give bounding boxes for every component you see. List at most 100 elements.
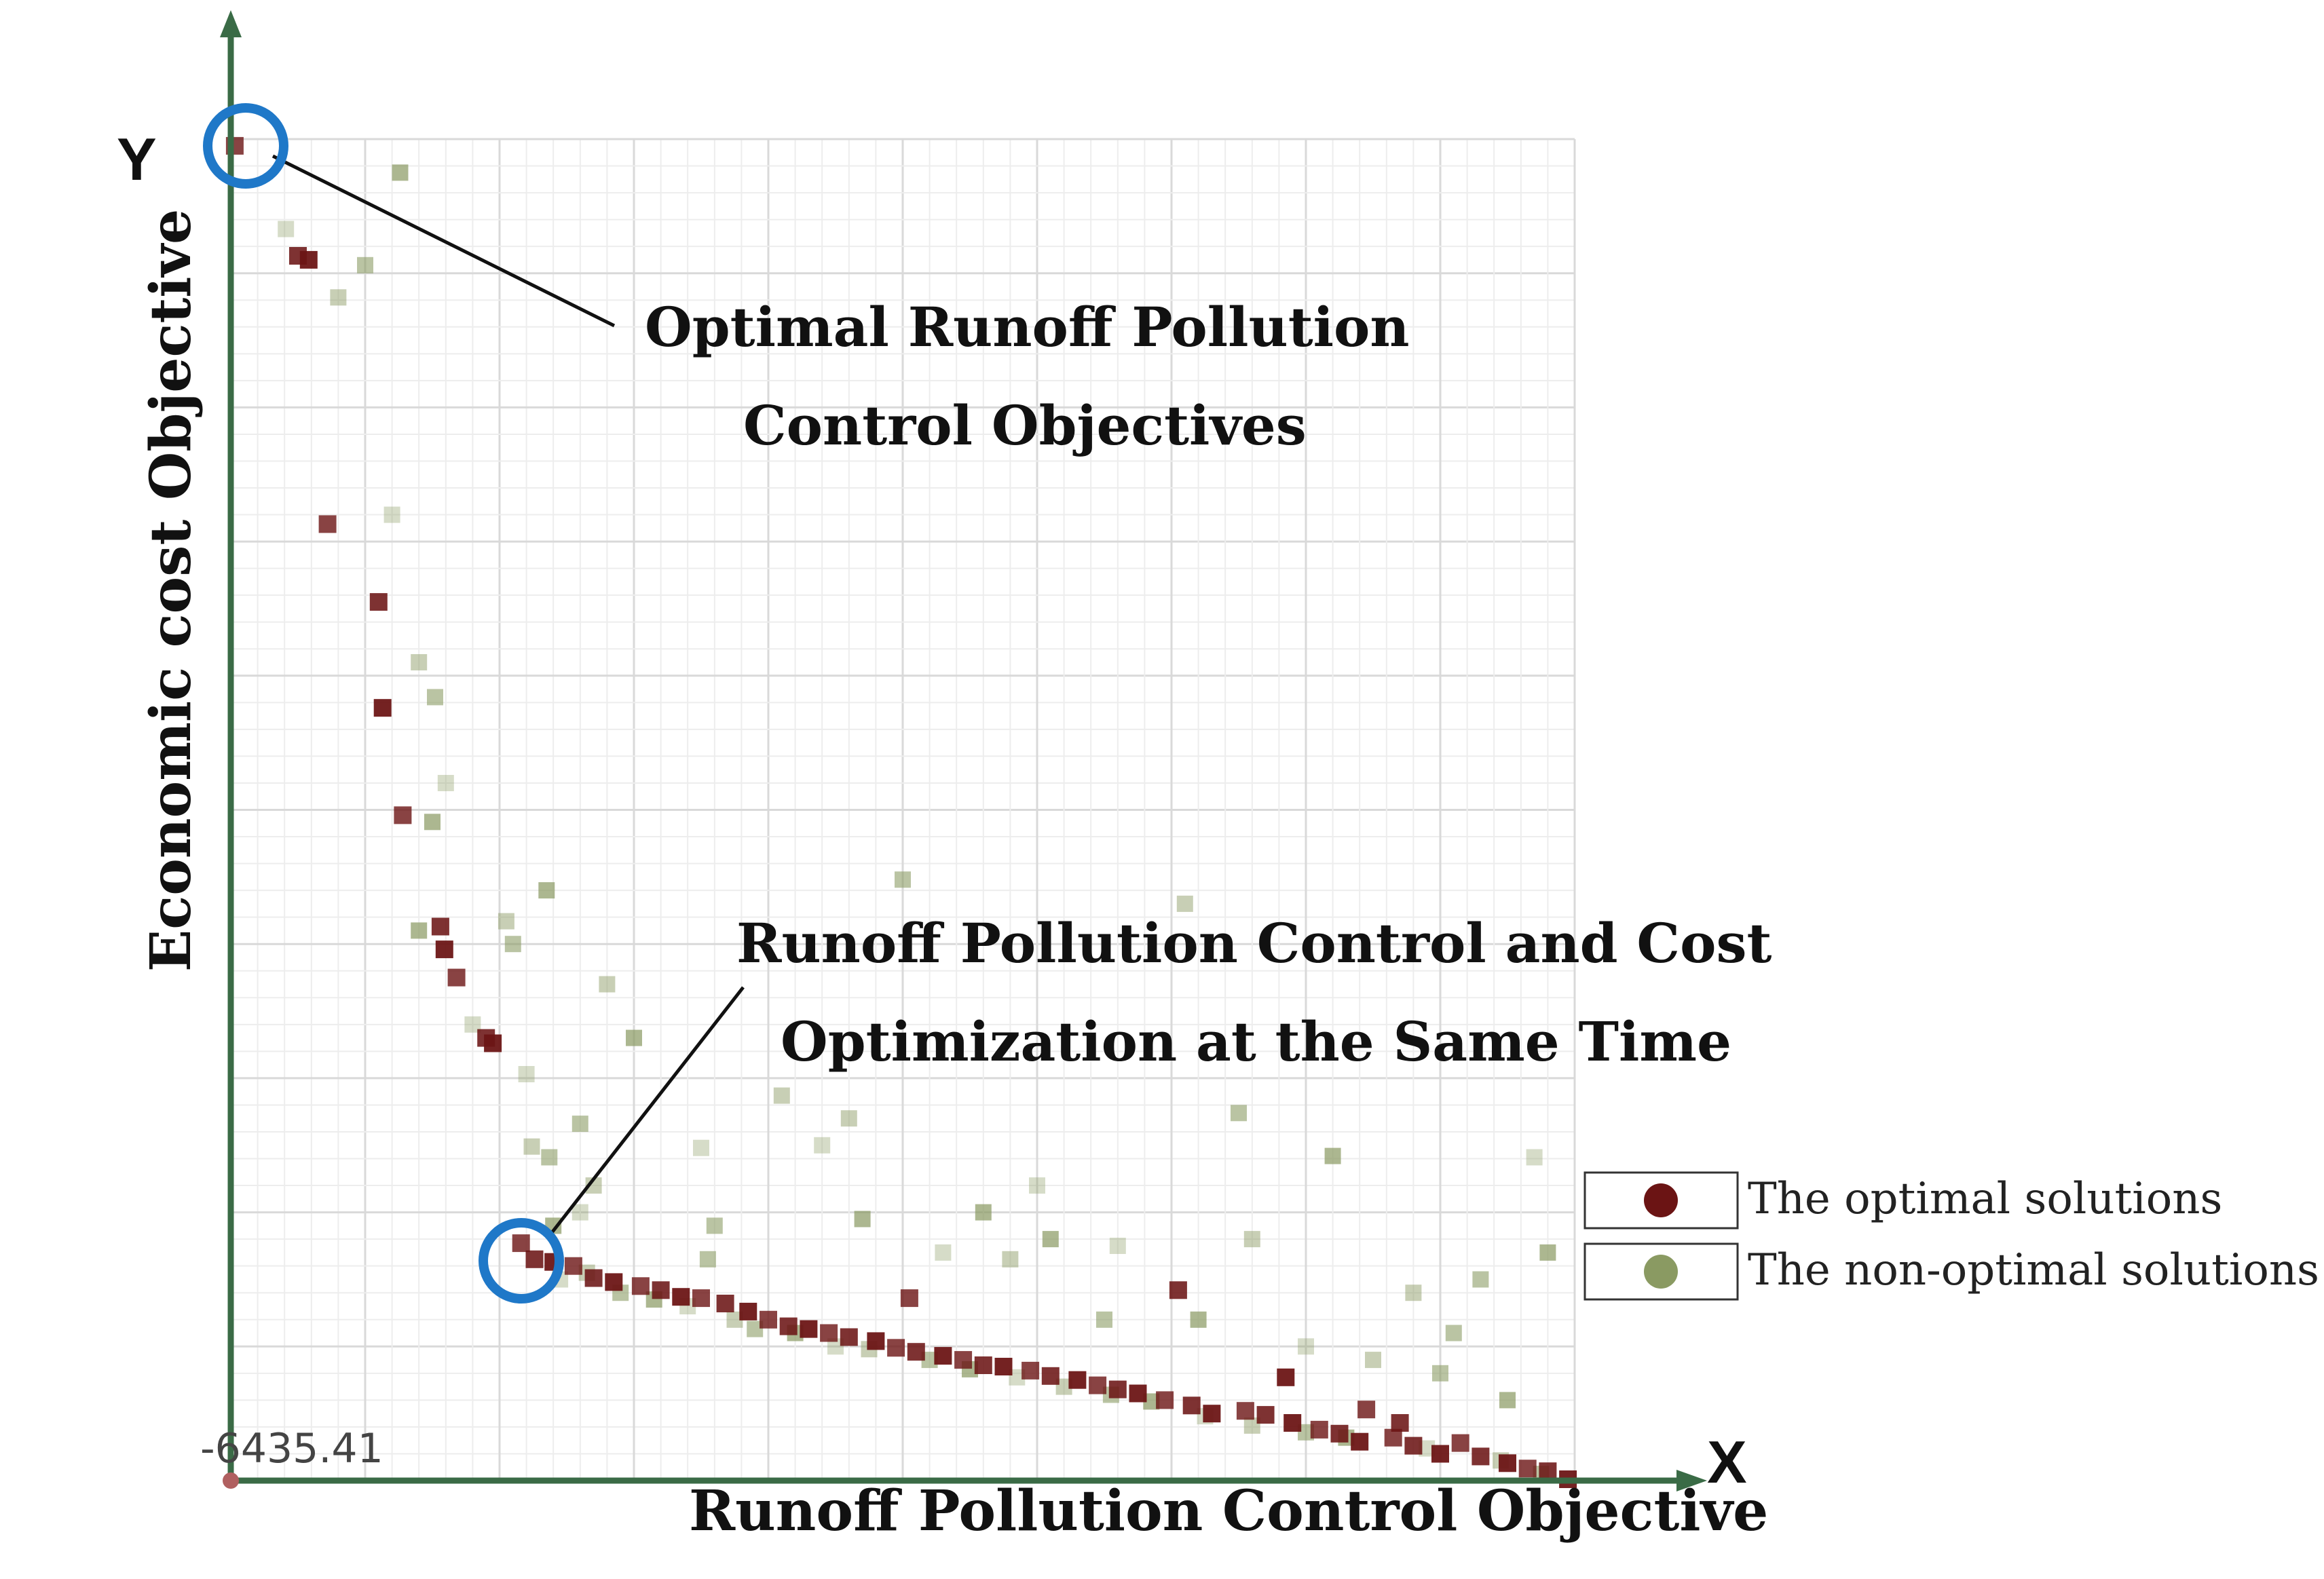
x-axis-title: Runoff Pollution Control Objective (689, 1479, 1768, 1544)
optimal-solution-point (779, 1317, 798, 1335)
non-optimal-solution-point (773, 1087, 790, 1104)
annotation-text: Optimal Runoff Pollution (645, 295, 1410, 359)
x-axis-letter: X (1707, 1428, 1747, 1496)
data-points (225, 136, 1577, 1488)
optimal-solution-point (1391, 1414, 1409, 1432)
non-optimal-solution-point (1405, 1285, 1422, 1301)
optimal-solution-point (867, 1332, 885, 1350)
optimal-solution-point (1129, 1384, 1147, 1403)
non-optimal-solution-point (1243, 1231, 1260, 1248)
optimal-solution-point (1431, 1445, 1449, 1463)
non-optimal-solution-point (437, 775, 454, 791)
non-optimal-solution-point (357, 256, 373, 273)
non-optimal-solution-point (1109, 1238, 1126, 1254)
non-optimal-solution-point (541, 1149, 558, 1166)
y-axis-letter: Y (117, 126, 157, 193)
legend-label: The non-optimal solutions (1748, 1245, 2319, 1295)
optimal-solution-point (1089, 1376, 1107, 1394)
optimal-solution-point (605, 1273, 623, 1291)
optimal-solution-point (1404, 1437, 1423, 1455)
non-optimal-solution-point (1002, 1251, 1019, 1268)
non-optimal-solution-point (840, 1110, 857, 1127)
optimal-solution-point (1156, 1391, 1174, 1409)
non-optimal-solution-point (538, 882, 555, 899)
optimal-solution-point (484, 1034, 502, 1052)
non-optimal-solution-point (699, 1251, 716, 1268)
non-optimal-solution-point (411, 922, 428, 939)
optimal-solution-point (1472, 1447, 1490, 1466)
annotation-leader-line (547, 986, 745, 1238)
optimal-solution-point (1351, 1432, 1369, 1451)
non-optimal-solution-point (383, 506, 400, 523)
legend-marker-icon (1644, 1183, 1678, 1217)
y-axis-title: Economic cost Objective (138, 209, 204, 972)
optimal-solution-point (1499, 1454, 1516, 1472)
non-optimal-solution-point (523, 1138, 540, 1155)
optimal-solution-point (631, 1277, 650, 1295)
non-optimal-solution-point (814, 1137, 831, 1154)
non-optimal-solution-point (1324, 1147, 1341, 1164)
optimal-solution-point (1451, 1434, 1469, 1452)
optimal-solution-point (907, 1343, 925, 1361)
non-optimal-solution-point (1526, 1149, 1543, 1166)
optimal-solution-point (974, 1356, 992, 1374)
optimal-solution-point (1256, 1406, 1275, 1424)
optimal-solution-point (1539, 1462, 1557, 1481)
optimal-solution-point (934, 1347, 952, 1365)
x-axis-arrowhead (1676, 1470, 1707, 1491)
non-optimal-solution-point (1365, 1352, 1381, 1369)
non-optimal-solution-point (571, 1116, 588, 1133)
optimal-solution-point (564, 1257, 582, 1275)
non-optimal-solution-point (498, 913, 514, 930)
non-optimal-solution-point (504, 936, 521, 953)
non-optimal-solution-point (1499, 1392, 1516, 1409)
optimal-solution-point (318, 515, 337, 533)
legend: The optimal solutions The non-optimal sol… (1583, 1171, 2319, 1301)
optimal-solution-point (1203, 1405, 1221, 1423)
optimal-solution-point (1277, 1368, 1295, 1386)
origin-marker (223, 1472, 239, 1489)
non-optimal-solution-point (424, 814, 441, 831)
annotation-text: Control Objectives (743, 394, 1307, 457)
optimal-solution-point (800, 1320, 818, 1338)
non-optimal-solution-point (1096, 1311, 1112, 1328)
optimal-solution-point (431, 917, 449, 936)
non-optimal-solution-point (599, 976, 616, 993)
optimal-solution-point (1068, 1371, 1087, 1389)
optimal-solution-point (1182, 1396, 1201, 1415)
optimal-solution-point (1384, 1428, 1402, 1447)
optimal-solution-point (1108, 1380, 1127, 1399)
optimal-solution-point (1357, 1401, 1376, 1419)
optimal-solution-point (1236, 1402, 1254, 1420)
non-optimal-solution-point (854, 1211, 871, 1228)
annotation-text: Optimization at the Same Time (781, 1010, 1731, 1073)
optimal-solution-point (584, 1269, 603, 1287)
non-optimal-solution-point (571, 1204, 588, 1221)
optimal-solution-point (840, 1328, 858, 1346)
highlight-circle (479, 1218, 564, 1304)
optimal-solution-point (373, 699, 392, 717)
origin-tick-label: -6435.41 (200, 1425, 383, 1472)
optimal-solution-point (369, 593, 388, 611)
non-optimal-solution-point (411, 654, 428, 670)
non-optimal-solution-point (895, 871, 911, 888)
optimal-solution-point (760, 1310, 777, 1329)
non-optimal-solution-point (1042, 1231, 1059, 1248)
optimal-solution-point (887, 1339, 905, 1357)
optimal-solution-point (652, 1281, 670, 1299)
optimal-solution-point (1330, 1424, 1349, 1443)
highlight-circle (203, 103, 288, 189)
optimal-solution-point (1169, 1281, 1187, 1299)
optimal-solution-point (1041, 1367, 1060, 1385)
non-optimal-solution-point (706, 1217, 723, 1234)
non-optimal-solution-point (278, 221, 295, 237)
non-optimal-solution-point (392, 164, 409, 181)
non-optimal-solution-point (1432, 1365, 1448, 1382)
optimal-solution-point (1310, 1420, 1328, 1439)
legend-marker-icon (1644, 1255, 1678, 1289)
optimal-solution-point (1518, 1460, 1537, 1478)
non-optimal-solution-point (1029, 1177, 1045, 1194)
optimal-solution-point (954, 1351, 973, 1369)
optimal-solution-point (820, 1324, 838, 1342)
